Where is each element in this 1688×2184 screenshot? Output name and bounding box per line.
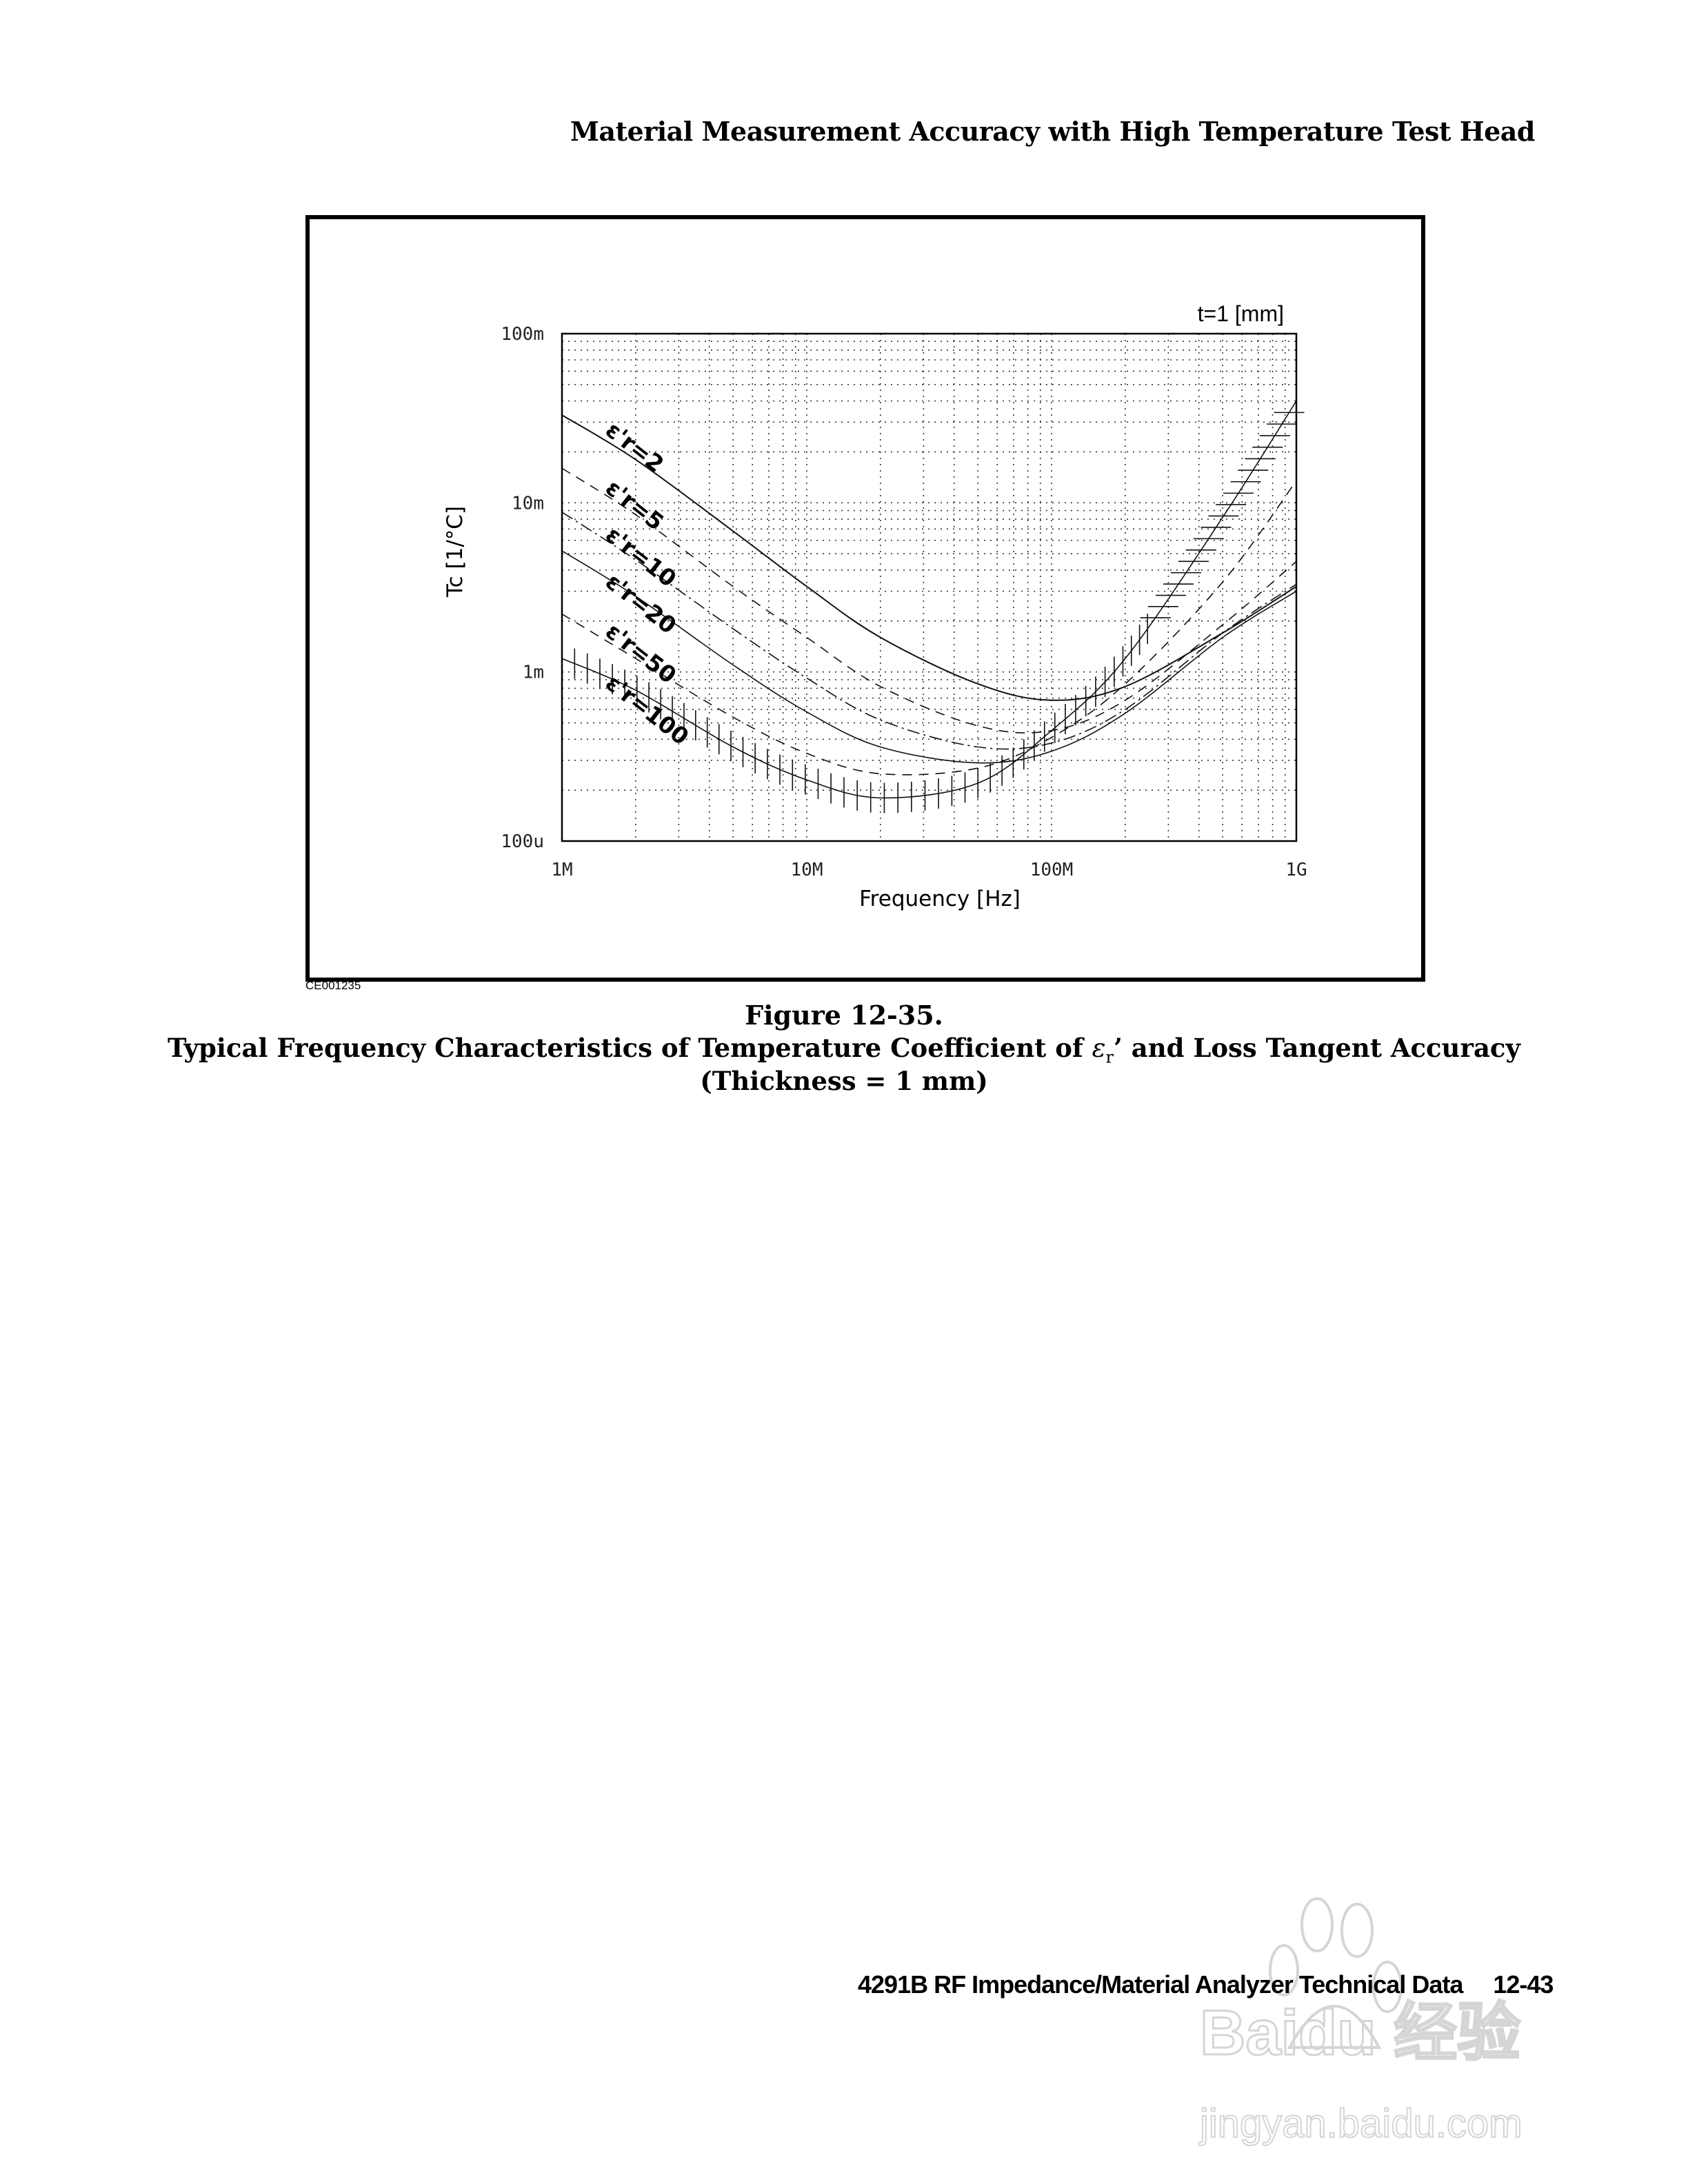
y-tick-label: 100m <box>501 324 544 345</box>
y-tick-label: 100u <box>501 831 544 852</box>
chart-grid <box>562 334 1296 841</box>
watermark-url: jingyan.baidu.com <box>1198 2101 1523 2146</box>
page-footer: 4291B RF Impedance/Material Analyzer Tec… <box>858 1970 1554 1999</box>
paw-icon <box>1269 1897 1403 2049</box>
figure-number: Figure 12-35. <box>745 1000 943 1031</box>
series-label: ε'r=2 <box>601 416 669 478</box>
x-tick-label: 1M <box>551 860 572 880</box>
plot-area <box>561 332 1298 842</box>
series-curve <box>561 401 1297 799</box>
chart-curves <box>561 401 1305 813</box>
x-axis-label: Frequency [Hz] <box>859 887 1021 911</box>
x-tick-label: 1G <box>1285 860 1307 880</box>
curve-labels: ε'r=2ε'r=5ε'r=10ε'r=20ε'r=50ε'r=100 <box>601 416 694 751</box>
figure-frame <box>305 215 1425 982</box>
epsilon-symbol: ε <box>1092 1033 1106 1063</box>
footer-title: 4291B RF Impedance/Material Analyzer Tec… <box>858 1970 1463 1999</box>
chart-title: t=1 [mm] <box>1198 301 1284 326</box>
tc-frequency-chart: ε'r=2ε'r=5ε'r=10ε'r=20ε'r=50ε'r=100 1M 10… <box>443 301 1307 911</box>
series-curve <box>561 467 1297 734</box>
x-tick-label: 10M <box>791 860 823 880</box>
figure-id: CE001235 <box>305 979 361 992</box>
series-curve <box>561 550 1297 764</box>
figure-title: Typical Frequency Characteristics of Tem… <box>0 1033 1688 1066</box>
axis-tick-labels: 1M 10M 100M 1G 100m 10m 1m 100u <box>501 324 1307 880</box>
watermark-brand: Baidu 经验 <box>1200 1998 1520 2068</box>
baidu-watermark: Baidu 经验 jingyan.baidu.com <box>1198 1897 1523 2147</box>
series-curve <box>561 414 1297 701</box>
series-curve <box>561 512 1297 750</box>
x-tick-label: 100M <box>1030 860 1074 880</box>
y-tick-label: 1m <box>523 663 544 683</box>
figure-subtitle: (Thickness = 1 mm) <box>700 1066 988 1096</box>
y-tick-label: 10m <box>512 493 544 514</box>
figure-title-post: ’ and Loss Tangent Accuracy <box>1114 1033 1520 1063</box>
page-number: 12-43 <box>1493 1970 1554 1999</box>
page-header: Material Measurement Accuracy with High … <box>570 116 1536 147</box>
epsilon-subscript: r <box>1105 1047 1114 1067</box>
figure-title-pre: Typical Frequency Characteristics of Tem… <box>168 1033 1092 1063</box>
series-label: ε'r=5 <box>601 474 669 536</box>
y-axis-label: Tc [1/°C] <box>443 506 468 598</box>
